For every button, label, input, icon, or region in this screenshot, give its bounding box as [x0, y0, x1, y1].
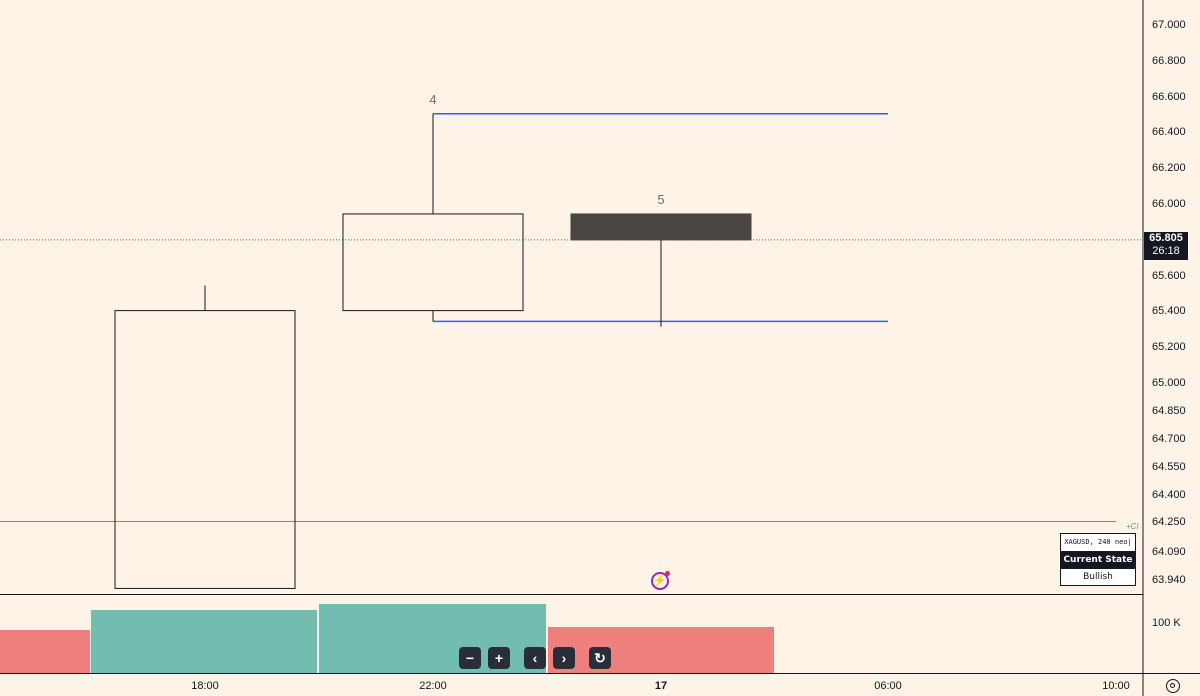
indicator-state-table: XAGUSD, 240 neo| Current State Bullish	[1060, 533, 1136, 586]
reset-chart-button[interactable]: ↻	[589, 647, 611, 669]
current-price-value: 65.805	[1149, 232, 1183, 244]
current-price-badge: 65.805 26:18	[1144, 232, 1188, 260]
candle-label-2: 5	[657, 191, 665, 207]
settings-icon[interactable]	[1166, 679, 1180, 693]
bar-countdown: 26:18	[1152, 245, 1180, 257]
volume-bar-1[interactable]	[91, 610, 317, 673]
price-tick-label: 64.400	[1152, 488, 1186, 501]
price-tick-label: 64.090	[1152, 546, 1186, 559]
volume-bar-0[interactable]	[0, 630, 90, 673]
price-tick-label: 67.000	[1152, 19, 1186, 31]
time-tick-label: 22:00	[419, 680, 447, 692]
time-tick-label: 18:00	[191, 680, 219, 692]
scroll-left-button[interactable]: ‹	[524, 647, 546, 669]
candle-body-1[interactable]	[342, 213, 524, 312]
notification-dot	[665, 571, 670, 576]
price-tick-label: 65.400	[1152, 305, 1186, 318]
price-tick-label: 66.800	[1152, 54, 1186, 67]
price-tick-label: 63.940	[1152, 574, 1186, 586]
price-tick-label: 66.000	[1152, 198, 1186, 210]
price-tick-label: 65.200	[1152, 341, 1186, 354]
time-tick-label: 06:00	[874, 680, 902, 692]
current-state-label: Current State	[1061, 552, 1135, 569]
time-tick-label: 10:00	[1102, 680, 1130, 692]
price-tick-label: 66.200	[1152, 162, 1186, 175]
candle-body-0[interactable]	[114, 310, 296, 589]
zoom-in-button[interactable]: +	[488, 647, 510, 669]
zoom-out-button[interactable]: −	[459, 647, 481, 669]
volume-bar-2[interactable]	[319, 604, 546, 673]
price-tick-label: 66.400	[1152, 126, 1186, 139]
candle-body-2[interactable]	[570, 213, 752, 241]
volume-axis-label: 100 K	[1152, 617, 1181, 629]
price-tick-label: 64.850	[1152, 404, 1186, 417]
price-tick-label: 65.600	[1152, 269, 1186, 282]
price-tick-label: 64.250	[1152, 516, 1186, 529]
price-tick-label: 64.700	[1152, 432, 1186, 445]
volume-bar-3[interactable]	[548, 627, 774, 673]
price-tick-label: 66.600	[1152, 90, 1186, 103]
current-state-value: Bullish	[1083, 572, 1113, 582]
candle-label-1: 4	[429, 91, 437, 107]
price-tick-label: 65.000	[1152, 377, 1186, 389]
ci-level-tag: +CI	[1126, 522, 1139, 531]
flash-icon[interactable]: ⚡	[651, 571, 670, 590]
scroll-right-button[interactable]: ›	[553, 647, 575, 669]
indicator-title: XAGUSD, 240 neo|	[1061, 534, 1135, 552]
time-tick-label: 17	[654, 680, 668, 692]
price-tick-label: 64.550	[1152, 460, 1186, 473]
